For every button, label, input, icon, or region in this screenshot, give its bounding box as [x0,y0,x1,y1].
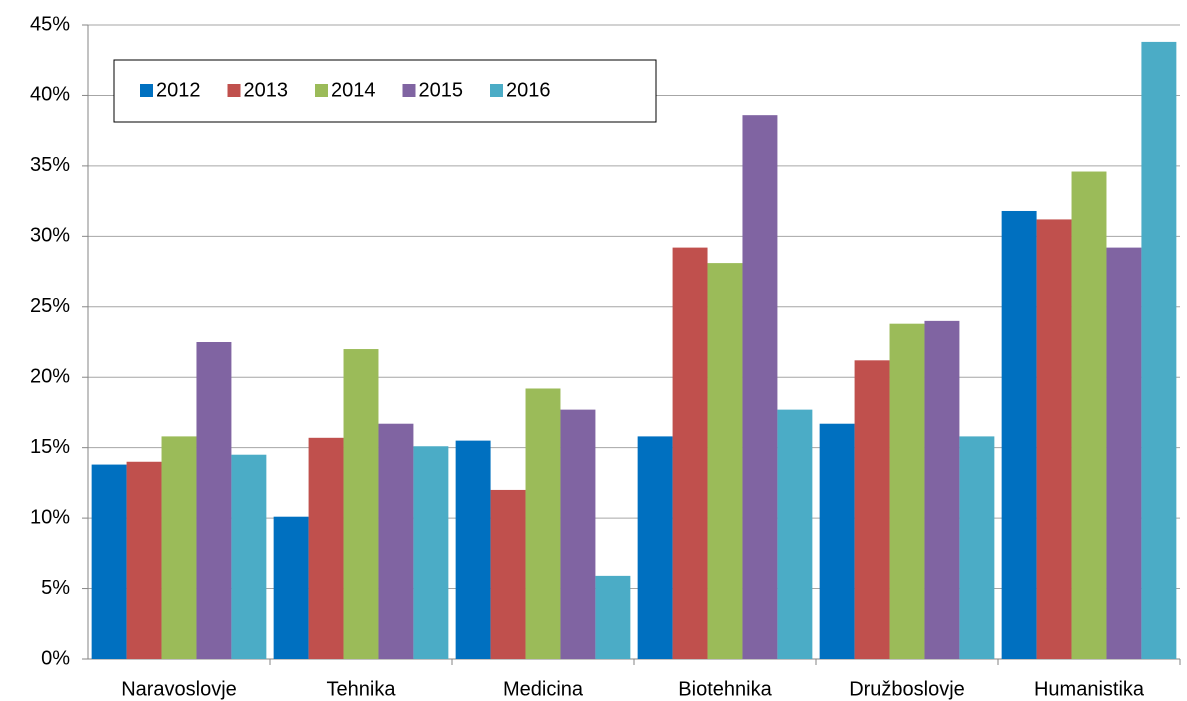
y-tick-label: 30% [30,225,70,247]
bar [854,360,890,659]
bar [273,516,309,659]
bar [308,437,344,659]
bar [525,388,561,659]
bar [959,436,995,659]
bar [91,464,127,659]
x-tick-label: Biotehnika [678,678,772,700]
bar [889,323,925,659]
bar [413,446,449,659]
legend-label: 2014 [331,79,376,101]
bar [707,263,743,659]
legend-label: 2016 [506,79,551,101]
bar [126,461,162,659]
bar [343,349,379,659]
bar [455,440,491,659]
bar [196,342,232,659]
bar [560,409,596,659]
bar [637,436,673,659]
bar [1106,247,1142,660]
y-tick-label: 10% [30,506,70,528]
legend-swatch [490,84,503,97]
legend-label: 2013 [244,79,289,101]
legend-label: 2012 [156,79,201,101]
bar [1141,41,1177,659]
bar [1001,210,1037,659]
bar [777,409,813,659]
y-tick-label: 15% [30,436,70,458]
legend-swatch [140,84,153,97]
bar [161,436,197,659]
legend-box [113,59,657,123]
bar [490,489,526,659]
bar [819,423,855,659]
y-tick-label: 5% [41,577,70,599]
y-tick-label: 35% [30,154,70,176]
legend-swatch [402,84,416,97]
bar [672,247,708,660]
legend: 2012 2013 2014 2015 2016 [113,59,657,123]
bar [231,454,267,659]
y-tick-label: 0% [41,647,70,669]
bar [595,575,631,659]
x-tick-label: Tehnika [327,678,397,700]
y-tick-label: 40% [30,84,70,106]
x-tick-label: Medicina [503,678,584,700]
legend-swatch [315,84,328,97]
y-tick-label: 20% [30,366,70,388]
x-tick-label: Družboslovje [849,678,965,700]
y-tick-label: 45% [30,13,70,35]
x-tick-label: Naravoslovje [121,678,237,700]
y-tick-label: 25% [30,295,70,317]
legend-swatch [227,84,241,97]
bar [378,423,414,659]
bar [1036,219,1072,659]
bar [742,115,778,660]
legend-label: 2015 [419,79,464,101]
x-tick-label: Humanistika [1034,678,1145,700]
bar [1071,171,1107,659]
bar [924,320,960,659]
